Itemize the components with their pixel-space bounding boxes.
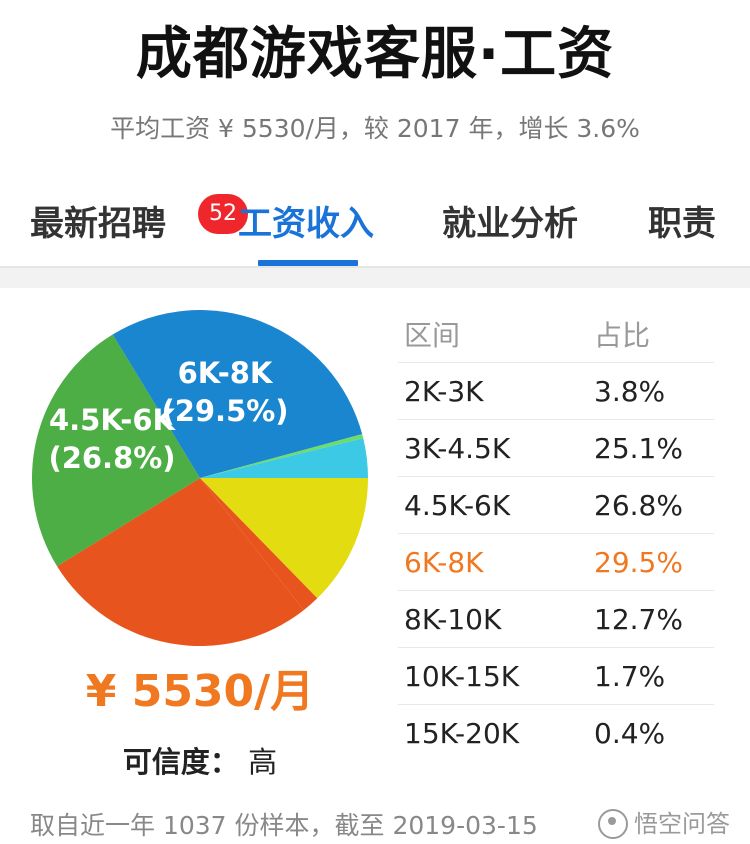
page-title: 成都游戏客服·工资 — [135, 22, 615, 87]
credibility-label: 可信度： — [122, 745, 239, 779]
share-column-header: 占比 — [594, 319, 651, 352]
pie-slice-3k-4_5k — [31, 334, 200, 567]
pie-slice-15k-20k — [200, 434, 364, 478]
watermark-text: 悟空问答 — [634, 810, 730, 838]
range-cell: 4.5K-6K — [404, 488, 511, 522]
pie-slice-6k-8k — [112, 310, 363, 478]
credibility-value: 高 — [248, 745, 278, 779]
credibility: 可信度： 高 — [0, 740, 400, 784]
pie-slice-label: 4.5K-6K — [49, 403, 177, 437]
average-salary-summary: 平均工资 ¥ 5530/月，较 2017 年，增长 3.6% — [110, 114, 640, 143]
notification-badge: 52 — [198, 194, 248, 234]
salary-distribution-pie-chart: 6K-8K (29.5%)4.5K-6K (26.8%) — [31, 310, 368, 646]
pie-slice-label: 6K-8K — [178, 356, 274, 390]
table-row: 10K-15K 1.7% — [398, 648, 714, 705]
table-row: 2K-3K 3.8% — [398, 363, 714, 420]
tab-label: 最新招聘 — [30, 204, 166, 244]
range-cell: 3K-4.5K — [404, 431, 511, 465]
range-cell: 15K-20K — [404, 716, 520, 750]
pie-slice-label: (29.5%) — [161, 394, 288, 428]
tab-label: 职责 — [648, 204, 716, 244]
tab-responsibilities[interactable]: 职责 — [648, 202, 716, 246]
tab-employment-analysis[interactable]: 就业分析 — [442, 202, 578, 246]
table-row: 15K-20K 0.4% — [398, 705, 714, 761]
divider — [0, 266, 750, 268]
share-cell: 25.1% — [594, 431, 683, 465]
share-cell: 3.8% — [594, 374, 666, 408]
share-cell: 26.8% — [594, 488, 683, 522]
share-cell: 1.7% — [594, 659, 666, 693]
tab-bar: 最新招聘 52 工资收入 就业分析 职责 — [0, 180, 750, 266]
share-cell: 0.4% — [594, 716, 666, 750]
share-cell: 12.7% — [594, 602, 683, 636]
average-salary: ¥ 5530/月 — [85, 666, 315, 717]
table-row: 3K-4.5K 25.1% — [398, 420, 714, 477]
watermark: 悟空问答 — [598, 806, 730, 842]
range-column-header: 区间 — [404, 319, 461, 352]
table-row: 4.5K-6K 26.8% — [398, 477, 714, 534]
wukong-logo-icon — [598, 809, 628, 839]
pie-slice-10k-15k — [200, 478, 318, 611]
range-cell: 8K-10K — [404, 602, 502, 636]
tab-salary-income[interactable]: 工资收入 — [238, 202, 374, 246]
table-header: 区间 占比 — [398, 306, 714, 363]
range-cell: 10K-15K — [404, 659, 520, 693]
share-cell: 29.5% — [594, 545, 683, 579]
tab-latest-jobs[interactable]: 最新招聘 52 — [30, 194, 248, 246]
active-tab-indicator — [258, 260, 358, 266]
sample-source-note: 取自近一年 1037 份样本，截至 2019-03-15 — [30, 811, 538, 840]
tab-label: 工资收入 — [238, 204, 374, 244]
range-cell: 6K-8K — [404, 545, 484, 579]
pie-slice-4_5k-6k — [57, 478, 304, 646]
pie-slice-label: (26.8%) — [48, 441, 175, 475]
table-row-highlighted: 6K-8K 29.5% — [398, 534, 714, 591]
section-separator — [0, 268, 750, 288]
tab-label: 就业分析 — [442, 204, 578, 244]
salary-range-table: 区间 占比 2K-3K 3.8% 3K-4.5K 25.1% 4.5K-6K 2… — [398, 306, 714, 761]
pie-slice-8k-10k — [200, 478, 368, 599]
table-row: 8K-10K 12.7% — [398, 591, 714, 648]
pie-slice-2k-3k — [200, 438, 368, 478]
range-cell: 2K-3K — [404, 374, 484, 408]
